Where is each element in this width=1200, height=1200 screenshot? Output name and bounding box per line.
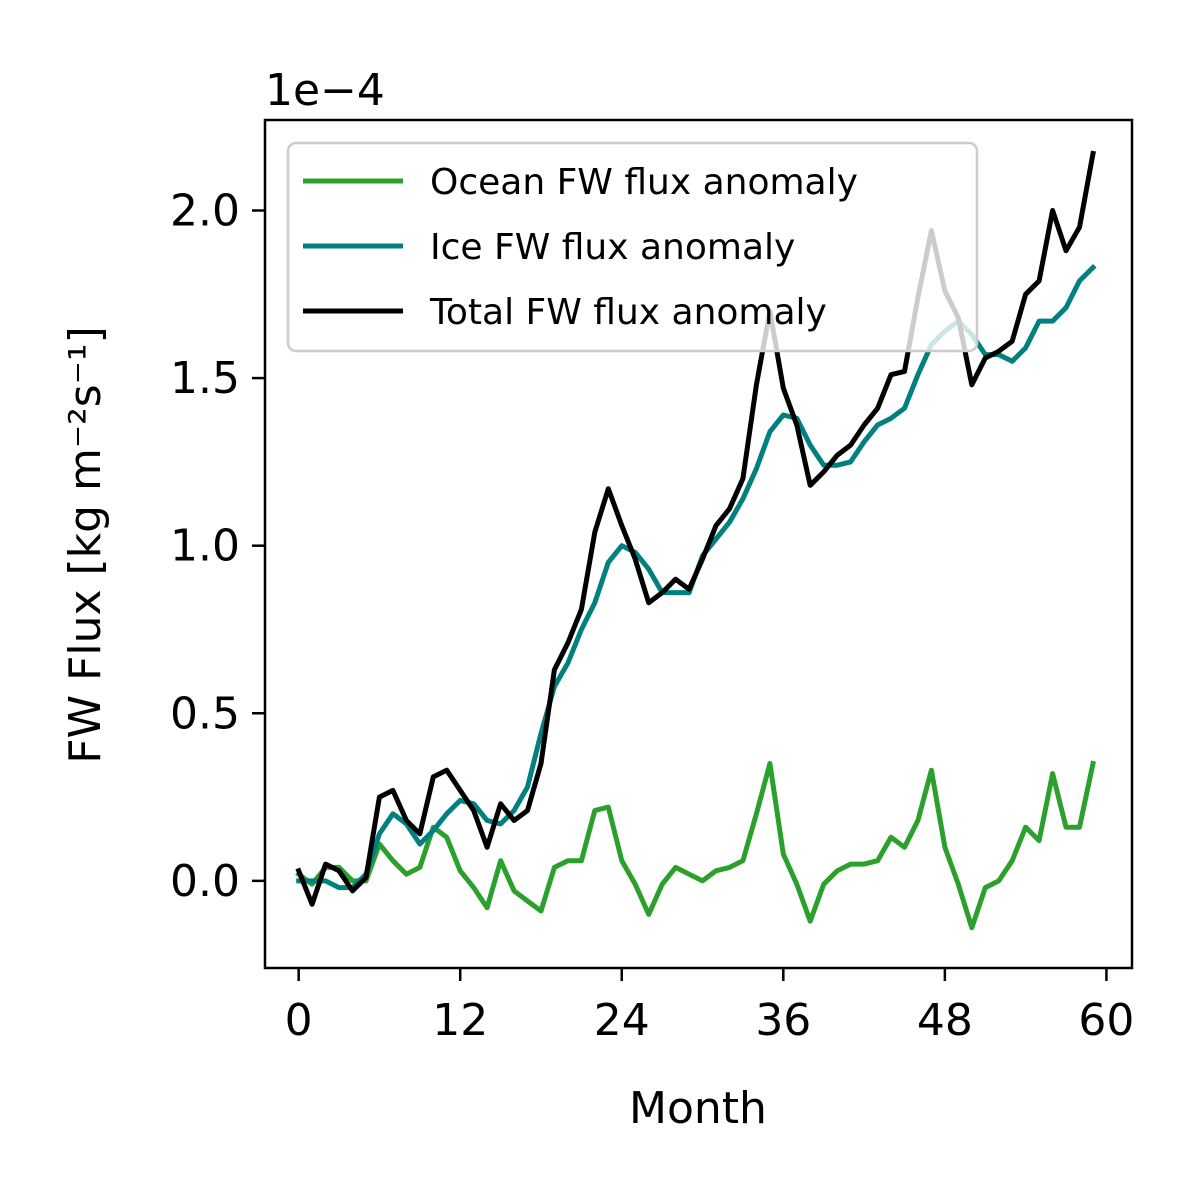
y-axis-ticks: 0.0 0.5 1.0 1.5 2.0 <box>170 185 265 907</box>
x-tick-label: 60 <box>1078 995 1134 1046</box>
x-tick-label: 48 <box>917 995 973 1046</box>
x-axis-ticks: 0 12 24 36 48 60 <box>285 968 1134 1046</box>
y-tick-label: 0.0 <box>170 856 240 907</box>
y-tick-label: 2.0 <box>170 185 240 236</box>
y-offset-label: 1e−4 <box>265 65 385 116</box>
x-tick-label: 0 <box>285 995 313 1046</box>
legend-box <box>286 141 979 353</box>
y-tick-label: 1.0 <box>170 521 240 572</box>
legend: Ocean FW flux anomaly Ice FW flux anomaly… <box>286 141 979 353</box>
y-tick-label: 0.5 <box>170 688 240 739</box>
x-axis-label: Month <box>629 1083 767 1134</box>
x-tick-label: 36 <box>755 995 811 1046</box>
x-tick-label: 12 <box>432 995 488 1046</box>
legend-label: Ocean FW flux anomaly <box>430 162 858 203</box>
legend-label: Ice FW flux anomaly <box>430 227 795 268</box>
plot-frame <box>263 118 1134 970</box>
x-tick-label: 24 <box>594 995 650 1046</box>
legend-label: Total FW flux anomaly <box>429 292 827 333</box>
y-tick-label: 1.5 <box>170 353 240 404</box>
y-axis-label: FW Flux [kg m⁻²s⁻¹] <box>60 326 111 764</box>
